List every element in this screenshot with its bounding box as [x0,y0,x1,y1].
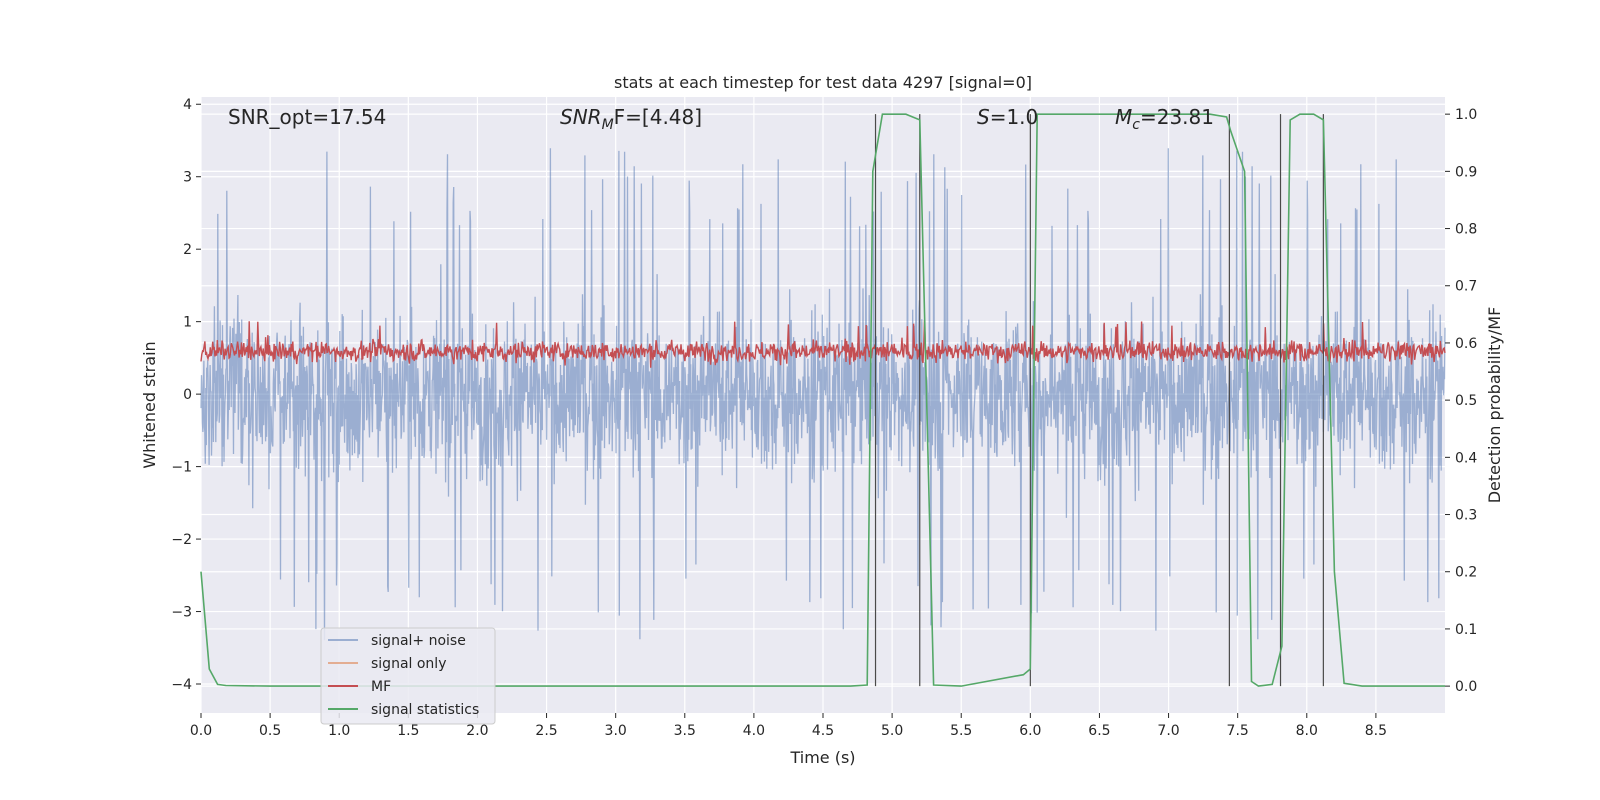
y-tick-label: −4 [171,677,192,693]
y-tick-label: −2 [171,532,192,548]
y-tick-label: 1 [183,315,192,331]
x-tick-label: 7.0 [1157,723,1179,739]
x-tick-label: 7.5 [1227,723,1249,739]
s-rest: =1.0 [990,105,1039,129]
snr-mf-rest: F=[4.48] [614,105,702,129]
x-tick-label: 8.0 [1296,723,1318,739]
x-tick-label: 4.0 [743,723,765,739]
y2-tick-label: 0.8 [1455,222,1477,238]
x-tick-label: 4.5 [812,723,834,739]
y2-tick-label: 0.6 [1455,336,1477,352]
y2-tick-label: 0.7 [1455,279,1477,295]
y-axis-label: Whitened strain [140,341,159,468]
y2-tick-label: 0.9 [1455,164,1477,180]
y-tick-label: 0 [183,387,192,403]
legend: signal+ noise signal only MF signal stat… [320,627,496,725]
vertical-markers [874,114,1324,687]
line-signal-noise [200,148,1446,641]
y-tick-label: 3 [183,170,192,186]
y2-tick-label: 1.0 [1455,107,1477,123]
y-tick-label: 4 [183,97,192,113]
x-tick-label: 5.0 [881,723,903,739]
x-axis-label: Time (s) [789,748,855,767]
y2-tick-label: 0.1 [1455,622,1477,638]
x-ticks: 0.0 0.5 1.0 1.5 2.0 2.5 3.0 3.5 4.0 4.5 5.0 5.5 6.0 6… [190,713,1387,739]
mc-rest: =23.81 [1140,105,1214,129]
snr-mf-label: SNR [560,105,602,129]
x-tick-label: 2.5 [535,723,557,739]
x-tick-label: 5.5 [950,723,972,739]
line-mf [200,320,1446,368]
snr-mf-sub: M [602,117,614,133]
legend-label-signal-only: signal only [371,656,446,672]
series-signal-statistics [200,113,1445,687]
y-ticks: 4 3 2 1 0 −1 −2 −3 −4 [171,97,201,693]
mc-sub: c [1132,117,1140,133]
y2-tick-label: 0.0 [1455,679,1477,695]
y2-axis-label: Detection probability/MF [1485,307,1504,504]
legend-box [320,627,496,725]
y2-tick-label: 0.3 [1455,508,1477,524]
series-mf [200,320,1446,368]
line-signal-statistics [200,113,1445,687]
x-tick-label: 3.0 [605,723,627,739]
x-tick-label: 0.0 [190,723,212,739]
y-tick-label: −3 [171,605,192,621]
x-tick-label: 8.5 [1365,723,1387,739]
s-label: S [977,105,990,129]
annotation-s: S=1.0 [977,105,1038,129]
y-tick-label: 2 [183,242,192,258]
x-tick-label: 6.0 [1019,723,1041,739]
x-tick-label: 2.0 [466,723,488,739]
chart-title: stats at each timestep for test data 429… [614,73,1032,92]
x-tick-label: 1.5 [397,723,419,739]
legend-label-signal-noise: signal+ noise [371,633,466,649]
y2-tick-label: 0.5 [1455,393,1477,409]
y-tick-label: −1 [171,460,192,476]
y2-ticks: 1.0 0.9 0.8 0.7 0.6 0.5 0.4 0.3 0.2 0.1 0.0 [1445,107,1477,695]
annotation-snr-opt: SNR_opt=17.54 [228,105,386,129]
x-tick-label: 0.5 [259,723,281,739]
y2-tick-label: 0.2 [1455,565,1477,581]
x-tick-label: 3.5 [674,723,696,739]
x-tick-label: 1.0 [328,723,350,739]
annotation-mc: Mc=23.81 [1115,105,1214,133]
legend-label-signal-statistics: signal statistics [371,702,479,718]
mc-label: M [1115,105,1132,129]
x-tick-label: 6.5 [1088,723,1110,739]
y2-tick-label: 0.4 [1455,450,1477,466]
legend-label-mf: MF [371,679,391,695]
series-signal-noise [200,148,1446,641]
annotation-snr-mf: SNRMF=[4.48] [560,105,702,133]
